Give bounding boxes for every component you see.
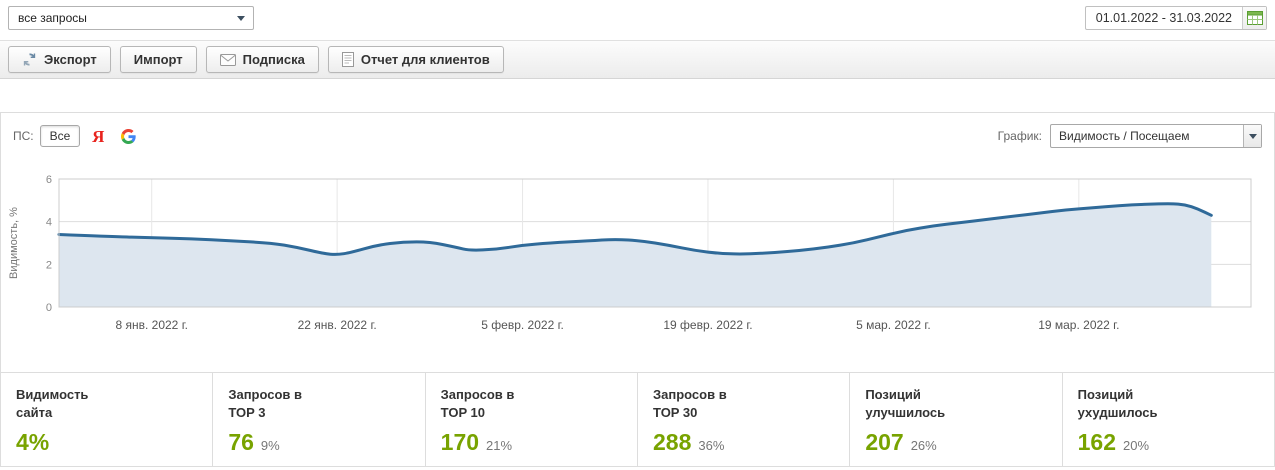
ps-google-button[interactable] [116, 124, 140, 148]
stat-percent: 26% [910, 438, 937, 454]
date-range-picker[interactable]: 01.01.2022 - 31.03.2022 [1084, 6, 1267, 30]
stat-percent: 21% [486, 438, 513, 454]
filters-row: ПС: Все Я График: Видимость / Посещаем [13, 123, 1262, 149]
ps-yandex-button[interactable]: Я [86, 124, 110, 148]
graph-type-control: График: Видимость / Посещаем [998, 124, 1262, 148]
mail-icon [219, 53, 236, 66]
stat-value: 162 [1077, 429, 1117, 456]
toolbar: Экспорт Импорт Подписка Отчет для клиент… [0, 40, 1275, 79]
svg-text:5 мар. 2022 г.: 5 мар. 2022 г. [856, 318, 931, 332]
ps-all-button[interactable]: Все [39, 125, 81, 147]
svg-text:22 янв. 2022 г.: 22 янв. 2022 г. [298, 318, 377, 332]
stat-card-top30: Запросов в TOP 30 288 36% [636, 373, 849, 466]
stats-row: Видимость сайта 4% Запросов в TOP 3 76 9… [1, 372, 1274, 466]
stat-card-visibility: Видимость сайта 4% [1, 373, 212, 466]
svg-text:0: 0 [46, 302, 52, 314]
import-button[interactable]: Импорт [119, 46, 197, 73]
yandex-icon: Я [92, 126, 105, 146]
svg-text:8 янв. 2022 г.: 8 янв. 2022 г. [115, 318, 187, 332]
svg-text:6: 6 [46, 174, 52, 186]
graph-type-dropdown[interactable]: Видимость / Посещаем [1050, 124, 1262, 148]
stat-percent: 20% [1123, 438, 1150, 454]
stat-value: 4% [16, 429, 50, 456]
stat-title: Запросов в TOP 10 [440, 387, 515, 420]
svg-text:19 февр. 2022 г.: 19 февр. 2022 г. [663, 318, 752, 332]
chevron-down-icon [237, 16, 245, 21]
queries-dropdown[interactable]: все запросы [8, 6, 254, 30]
stat-percent: 36% [698, 438, 725, 454]
google-icon [120, 128, 136, 144]
stat-value: 207 [865, 429, 904, 456]
stat-card-positions-declined: Позиций ухудшилось 162 20% [1061, 373, 1274, 466]
stat-value: 76 [228, 429, 254, 456]
stat-percent: 9% [260, 438, 280, 454]
export-button[interactable]: Экспорт [8, 46, 111, 73]
top-bar: все запросы 01.01.2022 - 31.03.2022 [8, 6, 1267, 30]
svg-text:2: 2 [46, 259, 52, 271]
stat-value: 170 [440, 429, 480, 456]
stat-title: Видимость сайта [16, 387, 89, 420]
stat-card-positions-improved: Позиций улучшилось 207 26% [849, 373, 1061, 466]
client-report-button-label: Отчет для клиентов [360, 52, 490, 67]
chart-area: 0 2 4 6 8 янв. 2022 г. 22 янв. 2022 г. 5 февр.… [1, 169, 1274, 354]
client-report-button[interactable]: Отчет для клиентов [327, 46, 504, 73]
stat-card-top3: Запросов в TOP 3 76 9% [212, 373, 424, 466]
visibility-chart[interactable]: 0 2 4 6 8 янв. 2022 г. 22 янв. 2022 г. 5 февр.… [1, 169, 1274, 354]
export-button-label: Экспорт [44, 52, 97, 67]
svg-text:5 февр. 2022 г.: 5 февр. 2022 г. [481, 318, 564, 332]
report-icon [341, 52, 354, 67]
stat-title: Запросов в TOP 30 [652, 387, 727, 420]
search-engines-label: ПС: [13, 129, 34, 143]
stat-value: 288 [652, 429, 692, 456]
graph-type-value: Видимость / Посещаем [1059, 129, 1190, 143]
stat-card-top10: Запросов в TOP 10 170 21% [424, 373, 637, 466]
calendar-icon[interactable] [1242, 7, 1266, 29]
stat-title: Позиций улучшилось [865, 387, 946, 420]
subscription-button[interactable]: Подписка [205, 46, 319, 73]
stat-title: Запросов в TOP 3 [228, 387, 303, 420]
export-icon [22, 52, 37, 67]
subscription-button-label: Подписка [242, 52, 305, 67]
chevron-down-icon [1243, 125, 1261, 147]
date-range-value: 01.01.2022 - 31.03.2022 [1095, 11, 1232, 25]
chart-panel: ПС: Все Я График: Видимость / Посещаем [0, 112, 1275, 467]
svg-text:19 мар. 2022 г.: 19 мар. 2022 г. [1038, 318, 1119, 332]
stat-title: Позиций ухудшилось [1077, 387, 1158, 420]
graph-type-label: График: [997, 129, 1042, 143]
import-button-label: Импорт [133, 52, 183, 67]
svg-text:Видимость, %: Видимость, % [8, 207, 20, 279]
svg-text:4: 4 [46, 217, 52, 229]
queries-dropdown-value: все запросы [18, 11, 87, 25]
